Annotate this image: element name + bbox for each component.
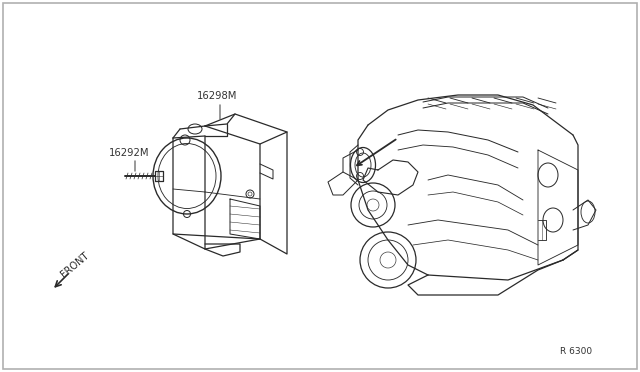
Text: 16298M: 16298M [197,91,237,101]
Text: FRONT: FRONT [59,250,91,279]
Text: R 6300: R 6300 [560,347,596,356]
Text: 16292M: 16292M [109,148,150,158]
